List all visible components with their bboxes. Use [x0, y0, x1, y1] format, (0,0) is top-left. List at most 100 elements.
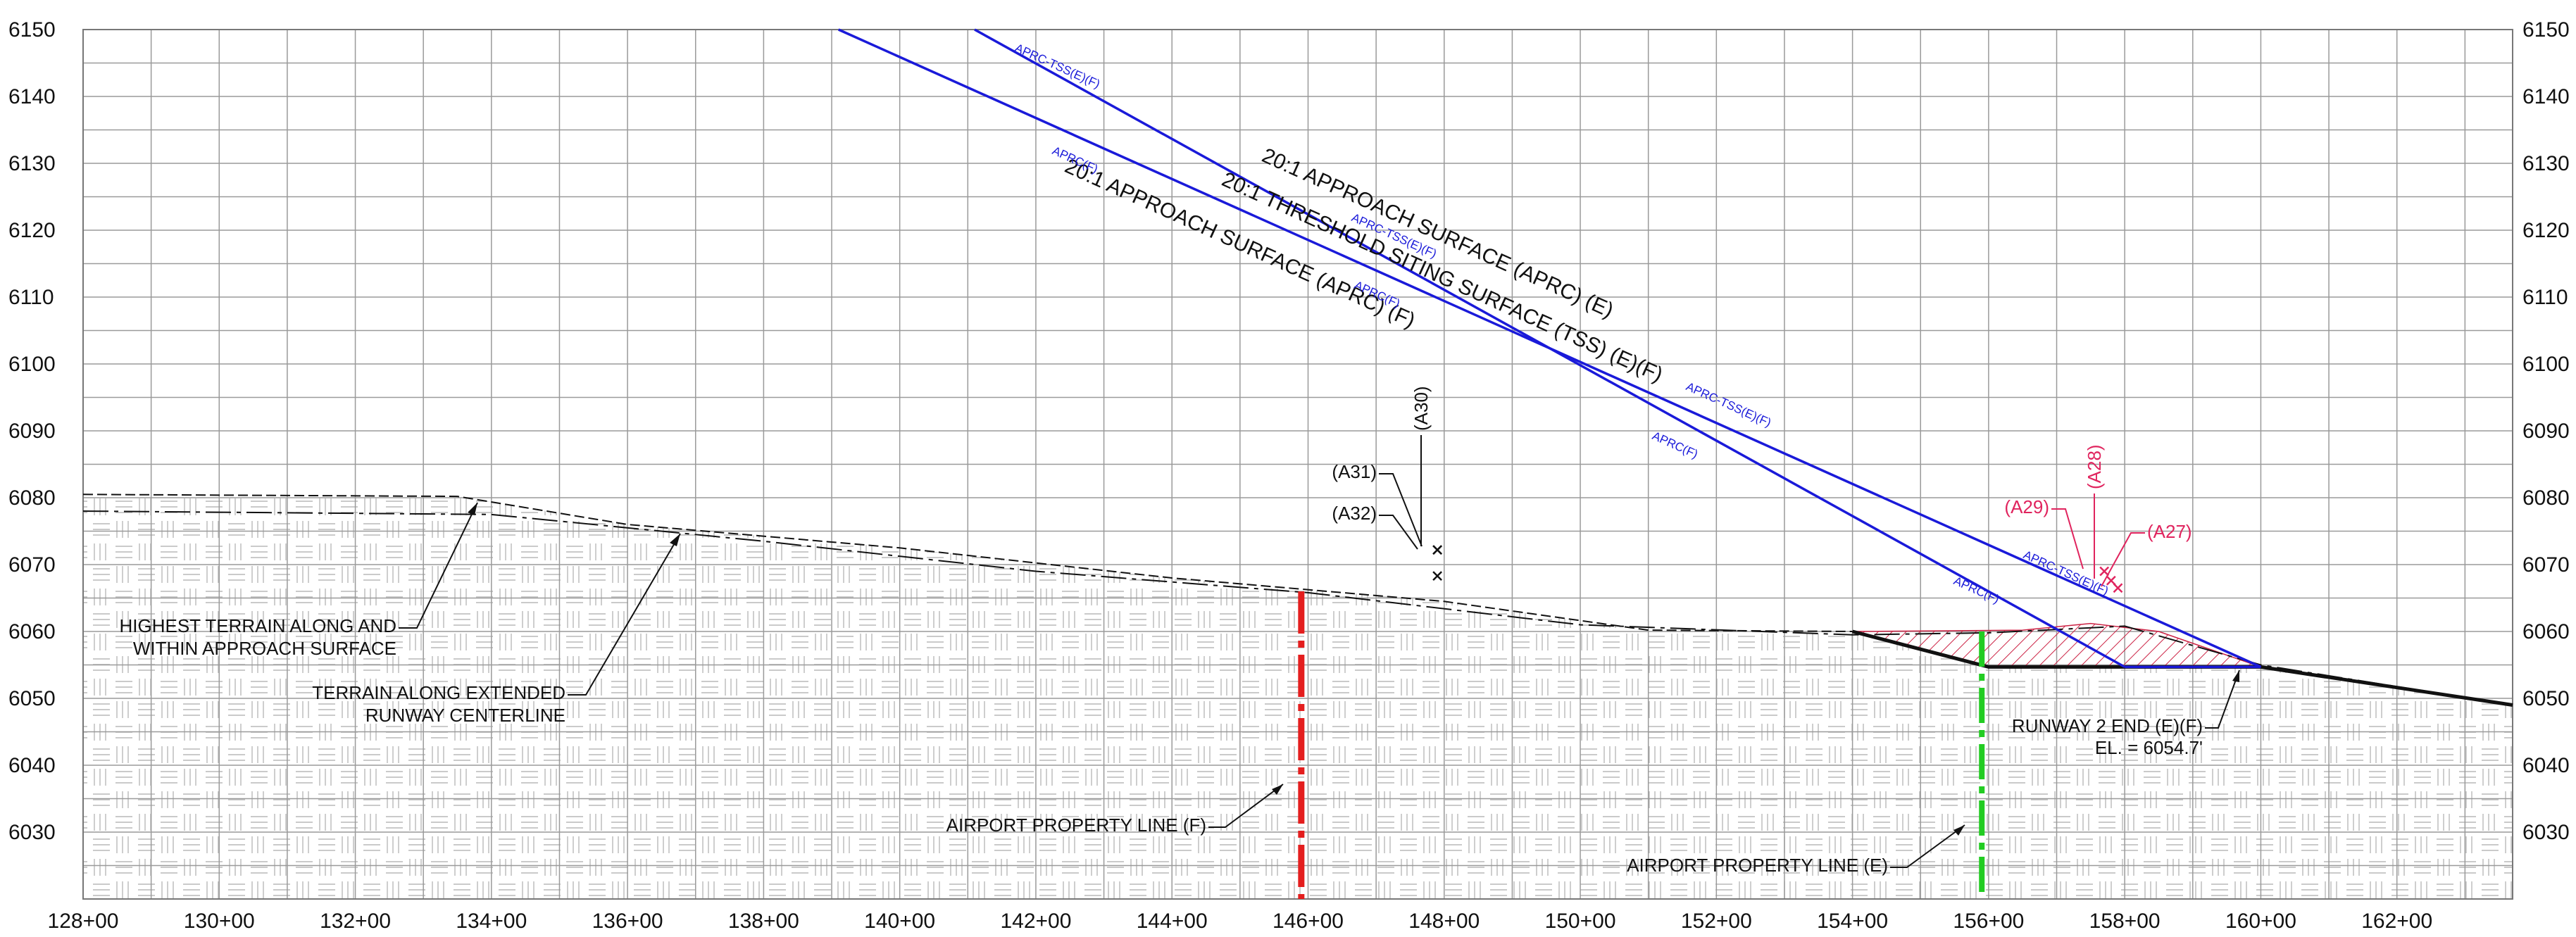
aprc-tss-tag-4: APRC-TSS(E)(F)	[2021, 548, 2111, 598]
elevation-tick-left: 6080	[8, 486, 56, 510]
runway-end-label-1: RUNWAY 2 END (E)(F)	[2012, 715, 2203, 736]
property-line-f-leader	[1208, 784, 1284, 828]
obstacle-leader-a32	[1379, 515, 1418, 550]
elevation-tick-right: 6130	[2522, 152, 2570, 175]
elevation-tick-right: 6150	[2522, 18, 2570, 42]
station-tick-label: 132+00	[320, 910, 391, 933]
obstacle-label-a27: (A27)	[2147, 521, 2192, 542]
obstacle-x-a30	[1432, 545, 1442, 555]
elevation-tick-right: 6030	[2522, 821, 2570, 844]
aprc-e-label: 20:1 APPROACH SURFACE (APRC) (E)	[1258, 144, 1617, 322]
property-lines	[1298, 591, 1985, 899]
plot-frame	[82, 29, 2513, 900]
station-tick-label: 140+00	[864, 910, 935, 933]
obstacle-x-a32	[1432, 571, 1442, 581]
subsurface-hatch-fill	[83, 494, 2513, 899]
aprc-tss-tag-3: APRC-TSS(E)(F)	[1684, 379, 1773, 429]
elevation-tick-right: 6040	[2522, 754, 2570, 777]
highest-terrain-arrow-icon	[468, 503, 477, 515]
runway-end-leader	[2205, 669, 2240, 729]
station-tick-label: 162+00	[2361, 910, 2432, 933]
terrain-centerline-arrow-icon	[670, 534, 680, 546]
station-ticks: 128+00 130+00 132+00 134+00 136+00 138+00 140+…	[48, 910, 2433, 933]
station-tick-label: 130+00	[184, 910, 255, 933]
obstacle-label-a32: (A32)	[1332, 503, 1377, 524]
obstacle-leader-a27	[2101, 532, 2145, 587]
obstacle-label-a29: (A29)	[2004, 496, 2049, 517]
obstacle-x-a27	[2113, 583, 2123, 593]
elevation-tick-left: 6050	[8, 687, 56, 710]
highest-terrain-line	[82, 493, 1853, 632]
station-tick-label: 148+00	[1408, 910, 1480, 933]
elevation-tick-left: 6100	[8, 353, 56, 376]
obstacle-label-a30: (A30)	[1411, 386, 1432, 431]
terrain-centerline-leader	[568, 533, 681, 696]
runway-end-arrow-icon	[2232, 670, 2239, 682]
elevation-tick-right: 6060	[2522, 620, 2570, 643]
elevation-tick-left: 6030	[8, 821, 56, 844]
station-tick-label: 154+00	[1817, 910, 1888, 933]
runway-profile-line	[1851, 629, 2513, 707]
elevation-tick-left: 6040	[8, 754, 56, 777]
station-tick-label: 142+00	[1000, 910, 1071, 933]
aprc-tss-tag-1: APRC-TSS(E)(F)	[1013, 41, 1102, 91]
property-line-f-arrow-icon	[1272, 784, 1283, 795]
terrain-centerline-label-1: TERRAIN ALONG EXTENDED	[312, 682, 565, 703]
station-tick-label: 152+00	[1681, 910, 1752, 933]
surface-labels: 20:1 APPROACH SURFACE (APRC) (E) 20:1 TH…	[1013, 41, 2111, 606]
elevation-tick-left: 6070	[8, 553, 56, 577]
approach-surface-f-line	[974, 28, 2126, 668]
elevation-tick-right: 6100	[2522, 353, 2570, 376]
obstacle-label-a31: (A31)	[1332, 461, 1377, 482]
elevation-tick-right: 6140	[2522, 85, 2570, 108]
elevation-tick-right: 6120	[2522, 219, 2570, 242]
obstacle-x-a29	[2099, 566, 2110, 577]
elevation-tick-left: 6060	[8, 620, 56, 643]
grid-lines	[82, 29, 2513, 900]
approach-surface-lines	[837, 28, 2262, 669]
runway-end-label-2: EL. = 6054.7'	[2095, 737, 2203, 758]
station-tick-label: 150+00	[1545, 910, 1616, 933]
highest-terrain-leader	[399, 502, 478, 629]
elevation-tick-left: 6120	[8, 219, 56, 242]
property-line-f-label: AIRPORT PROPERTY LINE (F)	[946, 815, 1206, 836]
station-tick-label: 158+00	[2089, 910, 2161, 933]
elevation-tick-left: 6090	[8, 420, 56, 443]
elevation-tick-right: 6080	[2522, 486, 2570, 510]
obstacle-leader-a31	[1379, 473, 1423, 547]
property-line-e-label: AIRPORT PROPERTY LINE (E)	[1627, 855, 1888, 876]
station-tick-label: 128+00	[48, 910, 119, 933]
station-tick-label: 144+00	[1137, 910, 1208, 933]
station-tick-label: 134+00	[456, 910, 527, 933]
tss-label: 20:1 THRESHOLD SITING SURFACE (TSS) (E)(…	[1218, 168, 1666, 386]
aprc-f-tag-4: APRC(F)	[1951, 574, 2001, 606]
elevation-tick-right: 6110	[2522, 286, 2568, 309]
station-tick-label: 138+00	[728, 910, 799, 933]
callouts: HIGHEST TERRAIN ALONG AND WITHIN APPROAC…	[120, 386, 2240, 876]
obstacle-leader-a29	[2051, 508, 2084, 570]
elevation-tick-left: 6140	[8, 85, 56, 108]
obstacle-markers	[1432, 545, 2123, 593]
subsurface-pattern	[83, 494, 2513, 899]
elevation-ticks: 6150 6150 6140 6140 6130 6130 6120 6120 6110 6110…	[8, 18, 2570, 844]
terrain-centerline-label-2: RUNWAY CENTERLINE	[365, 705, 565, 726]
elevation-tick-right: 6050	[2522, 687, 2570, 710]
aprc-f-tag-3: APRC(F)	[1650, 429, 1700, 461]
property-line-e-leader	[1890, 824, 1965, 868]
terrain-lines	[82, 493, 2513, 707]
centerline-terrain-line	[82, 510, 2513, 706]
station-tick-label: 156+00	[1953, 910, 2024, 933]
highest-terrain-label-2: WITHIN APPROACH SURFACE	[133, 638, 396, 659]
elevation-tick-right: 6070	[2522, 553, 2570, 577]
elevation-tick-left: 6150	[8, 18, 56, 42]
elevation-tick-left: 6130	[8, 152, 56, 175]
elevation-tick-left: 6110	[8, 286, 54, 309]
property-line-e-arrow-icon	[1953, 825, 1965, 836]
highest-terrain-label-1: HIGHEST TERRAIN ALONG AND	[120, 615, 396, 636]
station-tick-label: 136+00	[592, 910, 663, 933]
station-tick-label: 160+00	[2225, 910, 2296, 933]
elevation-tick-right: 6090	[2522, 420, 2570, 443]
obstacle-label-a28: (A28)	[2084, 444, 2105, 489]
obstacle-x-a28	[2106, 575, 2116, 586]
